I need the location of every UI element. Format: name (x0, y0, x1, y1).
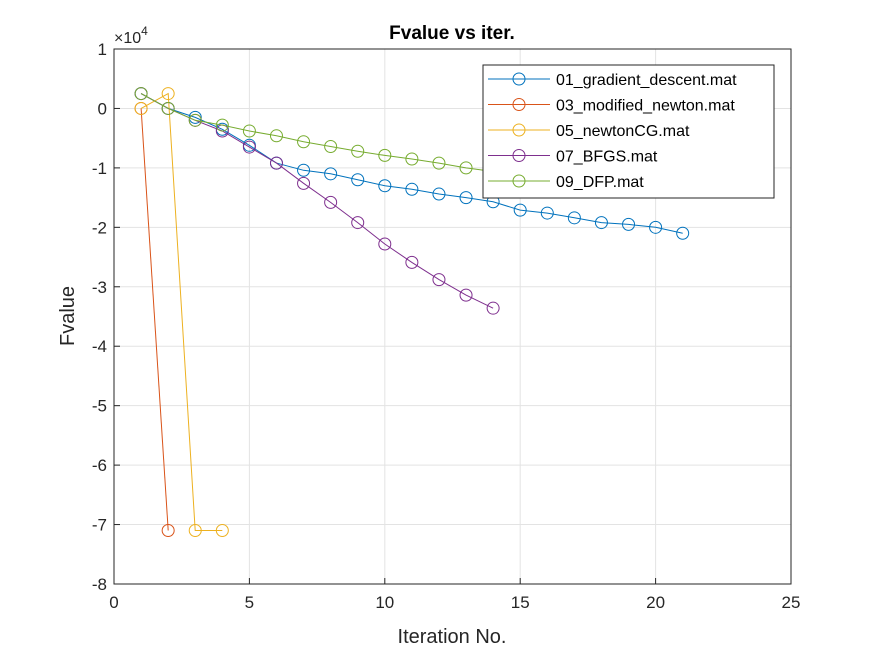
y-tick-label: -3 (92, 278, 107, 297)
chart-title: Fvalue vs iter. (389, 23, 515, 44)
data-point (134, 101, 148, 115)
y-axis-label: Fvalue (57, 286, 79, 346)
y-tick-label: -2 (92, 218, 107, 237)
series-line (140, 108, 169, 531)
x-tick-label: 0 (109, 593, 118, 612)
y-tick-label: -1 (92, 159, 107, 178)
y-exponent-label: ×104 (114, 24, 148, 47)
data-point (351, 144, 365, 158)
data-point (215, 524, 229, 537)
x-tick-label: 20 (646, 593, 665, 612)
data-point (567, 211, 581, 225)
data-point (324, 139, 338, 153)
data-point (432, 187, 446, 201)
data-point (161, 101, 175, 115)
legend-label: 01_gradient_descent.mat (556, 72, 737, 89)
data-point (378, 237, 392, 251)
legend-entry: 05_newtonCG.mat (488, 123, 690, 140)
data-point (269, 129, 283, 143)
legend-entry: 01_gradient_descent.mat (488, 72, 737, 89)
data-point (269, 156, 283, 170)
data-point (540, 206, 554, 220)
legend-entry: 03_modified_newton.mat (488, 98, 735, 115)
data-point (676, 226, 690, 240)
legend-entry: 07_BFGS.mat (488, 149, 658, 166)
data-point (459, 161, 473, 175)
data-point (513, 203, 527, 217)
x-tick-label: 10 (375, 593, 394, 612)
legend-label: 09_DFP.mat (556, 174, 644, 191)
y-exponent-base: ×10 (114, 30, 141, 47)
data-point (405, 255, 419, 269)
data-point (405, 152, 419, 166)
legend-label: 03_modified_newton.mat (556, 98, 735, 115)
legend-entry: 09_DFP.mat (488, 174, 644, 191)
legend-marker (512, 72, 526, 86)
data-point (459, 288, 473, 302)
data-point (188, 524, 202, 537)
data-point (134, 87, 148, 101)
legend-label: 07_BFGS.mat (556, 149, 658, 166)
series-line (140, 93, 521, 176)
legend-marker (512, 123, 526, 137)
legend-marker (512, 98, 526, 111)
legend-marker (512, 149, 526, 162)
series-line (140, 93, 494, 309)
data-point (242, 140, 256, 154)
x-tick-label: 15 (511, 593, 530, 612)
x-tick-label: 5 (245, 593, 254, 612)
data-point (297, 135, 311, 149)
x-axis-label: Iteration No. (398, 626, 507, 648)
data-point (378, 179, 392, 193)
y-tick-label: -7 (92, 516, 107, 535)
legend-box (482, 64, 775, 199)
data-point (297, 163, 311, 177)
data-point (378, 148, 392, 162)
y-tick-label: 1 (98, 40, 107, 59)
data-point (622, 217, 636, 231)
data-point (161, 524, 175, 537)
data-point (297, 176, 311, 190)
legend-label: 05_newtonCG.mat (556, 123, 690, 140)
data-point (161, 87, 175, 101)
y-tick-label: -6 (92, 456, 107, 475)
series-line (140, 93, 683, 234)
y-tick-label: -8 (92, 575, 107, 594)
plot-frame (113, 48, 792, 585)
data-point (432, 273, 446, 287)
data-point (351, 173, 365, 187)
data-point (324, 195, 338, 209)
y-tick-label: -5 (92, 397, 107, 416)
data-point (459, 191, 473, 205)
data-point (486, 301, 500, 315)
data-point (215, 118, 229, 132)
series-layer (134, 87, 690, 537)
data-point (432, 156, 446, 170)
data-point (351, 216, 365, 230)
legend: 01_gradient_descent.mat 03_modified_newto… (482, 64, 775, 199)
y-tick-label: 0 (98, 99, 107, 118)
y-tick-label: -4 (92, 337, 107, 356)
data-point (594, 216, 608, 230)
data-point (649, 220, 663, 234)
data-point (405, 182, 419, 196)
data-point (324, 167, 338, 181)
legend-entries: 01_gradient_descent.mat 03_modified_newto… (488, 72, 737, 191)
data-point (188, 113, 202, 127)
y-exponent-power: 4 (141, 24, 148, 38)
legend-marker (512, 174, 526, 188)
x-tick-label: 25 (782, 593, 801, 612)
data-point (242, 124, 256, 138)
